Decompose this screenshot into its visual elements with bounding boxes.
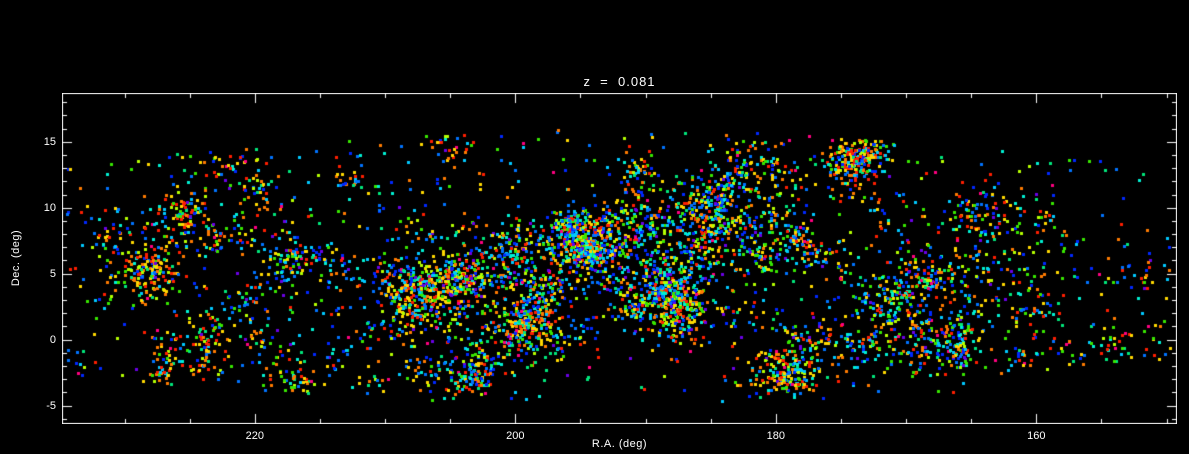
x-tick-label: 160 bbox=[1027, 430, 1046, 442]
plot-area bbox=[62, 93, 1177, 424]
y-tick-label: 10 bbox=[43, 201, 56, 214]
x-tick-label: 200 bbox=[506, 430, 525, 442]
scatter-canvas bbox=[62, 93, 1177, 424]
y-axis-label: Dec. (deg) bbox=[10, 229, 22, 287]
plot-title: z = 0.081 bbox=[583, 74, 656, 89]
x-tick-label: 180 bbox=[766, 430, 785, 442]
y-tick-label: 15 bbox=[43, 135, 56, 148]
y-tick-label: 0 bbox=[49, 333, 56, 346]
x-tick-label: 220 bbox=[245, 430, 264, 442]
y-tick-label: -5 bbox=[46, 399, 56, 412]
x-axis-label: R.A. (deg) bbox=[591, 438, 648, 450]
y-tick-label: 5 bbox=[49, 267, 56, 280]
